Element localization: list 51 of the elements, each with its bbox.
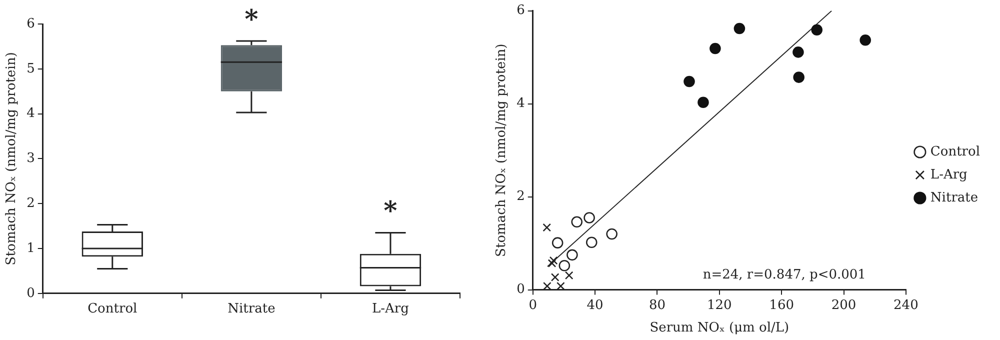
point [734, 22, 746, 34]
point [793, 72, 804, 83]
y-tick-label: 1 [26, 240, 35, 256]
point [550, 273, 560, 282]
point [549, 256, 558, 265]
legend-label: Nitrate [930, 190, 978, 206]
y-tick-label: 0 [26, 286, 35, 301]
point [860, 34, 872, 46]
y-tick-label: 5 [26, 61, 35, 76]
annotation: * [244, 4, 259, 35]
point [792, 46, 804, 58]
point [571, 216, 583, 228]
x-tick-label: Control [88, 302, 138, 317]
point [698, 96, 709, 108]
y-tick-label: 3 [26, 151, 35, 166]
y-tick-label: 0 [516, 282, 525, 298]
point [606, 228, 618, 240]
x-tick-label: 200 [831, 298, 856, 313]
x-axis-title: Serum NOₓ (μm ol/L) [650, 320, 790, 336]
y-axis-title: Stomach NOₓ (nmol/mg protein) [494, 44, 510, 257]
y-tick-label: 2 [516, 189, 525, 204]
legend-label: Control [930, 144, 980, 160]
point [584, 212, 595, 224]
point [811, 24, 823, 36]
x-tick-label: 0 [528, 298, 538, 313]
point [684, 76, 695, 88]
point [542, 223, 552, 232]
x-tick-label: Nitrate [228, 302, 276, 317]
point [558, 260, 570, 272]
y-tick-label: 6 [516, 3, 525, 18]
point [552, 237, 564, 248]
x-tick-label: L-Arg [372, 302, 409, 317]
x-tick-label: 80 [648, 298, 666, 313]
point [586, 236, 598, 248]
x-tick-label: 40 [586, 298, 604, 313]
annotation: n=24, r=0.847, p<0.001 [702, 268, 866, 283]
y-tick-label: 4 [516, 96, 525, 112]
y-tick-label: 2 [26, 196, 35, 211]
y-axis-title: Stomach NOₓ (nmol/mg protein) [4, 52, 20, 266]
point [542, 282, 552, 290]
x-tick-label: 160 [769, 298, 794, 313]
y-tick-label: 4 [26, 106, 35, 122]
annotation: * [384, 196, 398, 227]
y-tick-label: 6 [26, 16, 35, 32]
x-tick-label: 120 [706, 298, 732, 313]
legend-label: L-Arg [930, 167, 968, 182]
point [710, 42, 721, 54]
point [566, 249, 578, 261]
x-tick-label: 240 [894, 298, 918, 313]
point [556, 282, 565, 290]
point [564, 271, 574, 280]
